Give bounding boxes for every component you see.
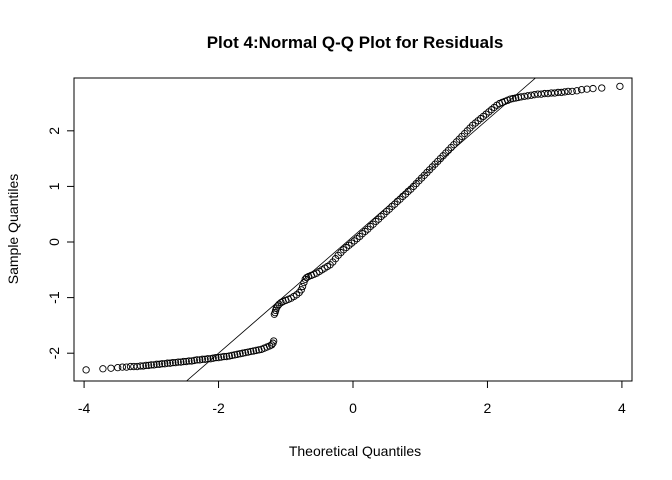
data-point <box>233 350 242 358</box>
data-point <box>99 365 107 373</box>
data-point <box>122 363 131 371</box>
data-point <box>198 355 207 363</box>
data-point <box>573 87 581 95</box>
data-point <box>509 94 517 103</box>
data-point <box>270 337 278 345</box>
x-axis-label: Theoretical Quantiles <box>289 443 421 459</box>
data-point <box>506 95 514 103</box>
y-tick-label: 1 <box>46 182 62 190</box>
x-tick-label: 0 <box>349 400 357 416</box>
data-point <box>177 358 185 366</box>
data-point <box>209 354 217 362</box>
data-point <box>228 351 236 360</box>
plot-frame <box>73 77 633 382</box>
x-tick-label: 2 <box>484 400 492 416</box>
y-axis-label: Sample Quantiles <box>5 174 21 285</box>
data-point <box>616 82 624 90</box>
data-point <box>557 88 566 97</box>
points-layer <box>82 82 624 374</box>
data-point <box>171 359 180 367</box>
data-point <box>247 347 255 356</box>
data-point <box>196 356 204 364</box>
x-tick-label: -2 <box>212 400 225 416</box>
chart-title: Plot 4:Normal Q-Q Plot for Residuals <box>207 33 504 52</box>
data-point <box>236 350 244 358</box>
data-point <box>158 360 166 368</box>
data-point <box>114 364 122 372</box>
data-point <box>512 94 520 102</box>
data-point <box>568 87 576 95</box>
data-point <box>244 348 252 356</box>
reference-line-layer <box>185 78 537 381</box>
data-point <box>147 361 155 369</box>
data-point <box>222 352 231 361</box>
data-point <box>174 358 182 366</box>
x-tick-label: 4 <box>618 400 626 416</box>
data-point <box>153 360 161 368</box>
data-point <box>107 364 115 372</box>
data-point <box>297 286 305 294</box>
data-point <box>589 84 597 93</box>
data-point <box>139 362 147 370</box>
data-point <box>561 88 569 96</box>
x-tick-label: -4 <box>78 400 91 416</box>
data-point <box>204 355 212 363</box>
x-axis: -4 -2 0 2 4 <box>78 380 626 416</box>
qq-reference-line <box>185 78 537 381</box>
data-point <box>249 347 258 355</box>
data-point <box>136 362 145 370</box>
y-tick-label: 0 <box>46 238 62 246</box>
data-point <box>182 357 190 366</box>
data-point <box>302 273 311 282</box>
data-point <box>277 298 285 307</box>
data-point <box>142 361 150 370</box>
data-point <box>188 357 196 365</box>
y-tick-label: -2 <box>46 347 62 360</box>
data-point <box>193 356 201 364</box>
data-point <box>231 351 239 359</box>
data-point <box>190 356 198 365</box>
data-point <box>520 92 529 100</box>
data-point <box>524 92 532 100</box>
data-point <box>239 349 247 357</box>
data-point <box>298 282 307 291</box>
data-point <box>212 353 220 362</box>
data-point <box>564 87 572 95</box>
data-point <box>527 91 535 99</box>
data-point <box>577 86 586 94</box>
data-point <box>118 363 127 371</box>
data-point <box>241 348 250 357</box>
data-point <box>155 360 164 368</box>
data-point <box>217 353 225 361</box>
data-point <box>169 359 177 367</box>
data-point <box>179 357 188 366</box>
y-tick-label: 2 <box>46 127 62 135</box>
data-point <box>598 84 606 92</box>
data-point <box>206 355 215 363</box>
data-point <box>268 341 276 349</box>
data-point <box>220 352 228 361</box>
y-tick-label: -1 <box>46 291 62 304</box>
data-point <box>150 361 158 369</box>
data-point <box>255 346 263 354</box>
data-point <box>166 359 174 367</box>
data-point <box>161 360 169 368</box>
data-point <box>144 361 153 370</box>
data-point <box>225 352 233 360</box>
data-point <box>185 357 193 365</box>
data-point <box>163 359 172 367</box>
data-point <box>252 346 260 355</box>
y-axis: -2 -1 0 1 2 <box>46 127 75 360</box>
data-point <box>82 366 90 374</box>
data-point <box>272 304 281 312</box>
data-point <box>201 355 209 363</box>
data-point <box>517 93 525 101</box>
data-point <box>214 353 223 362</box>
